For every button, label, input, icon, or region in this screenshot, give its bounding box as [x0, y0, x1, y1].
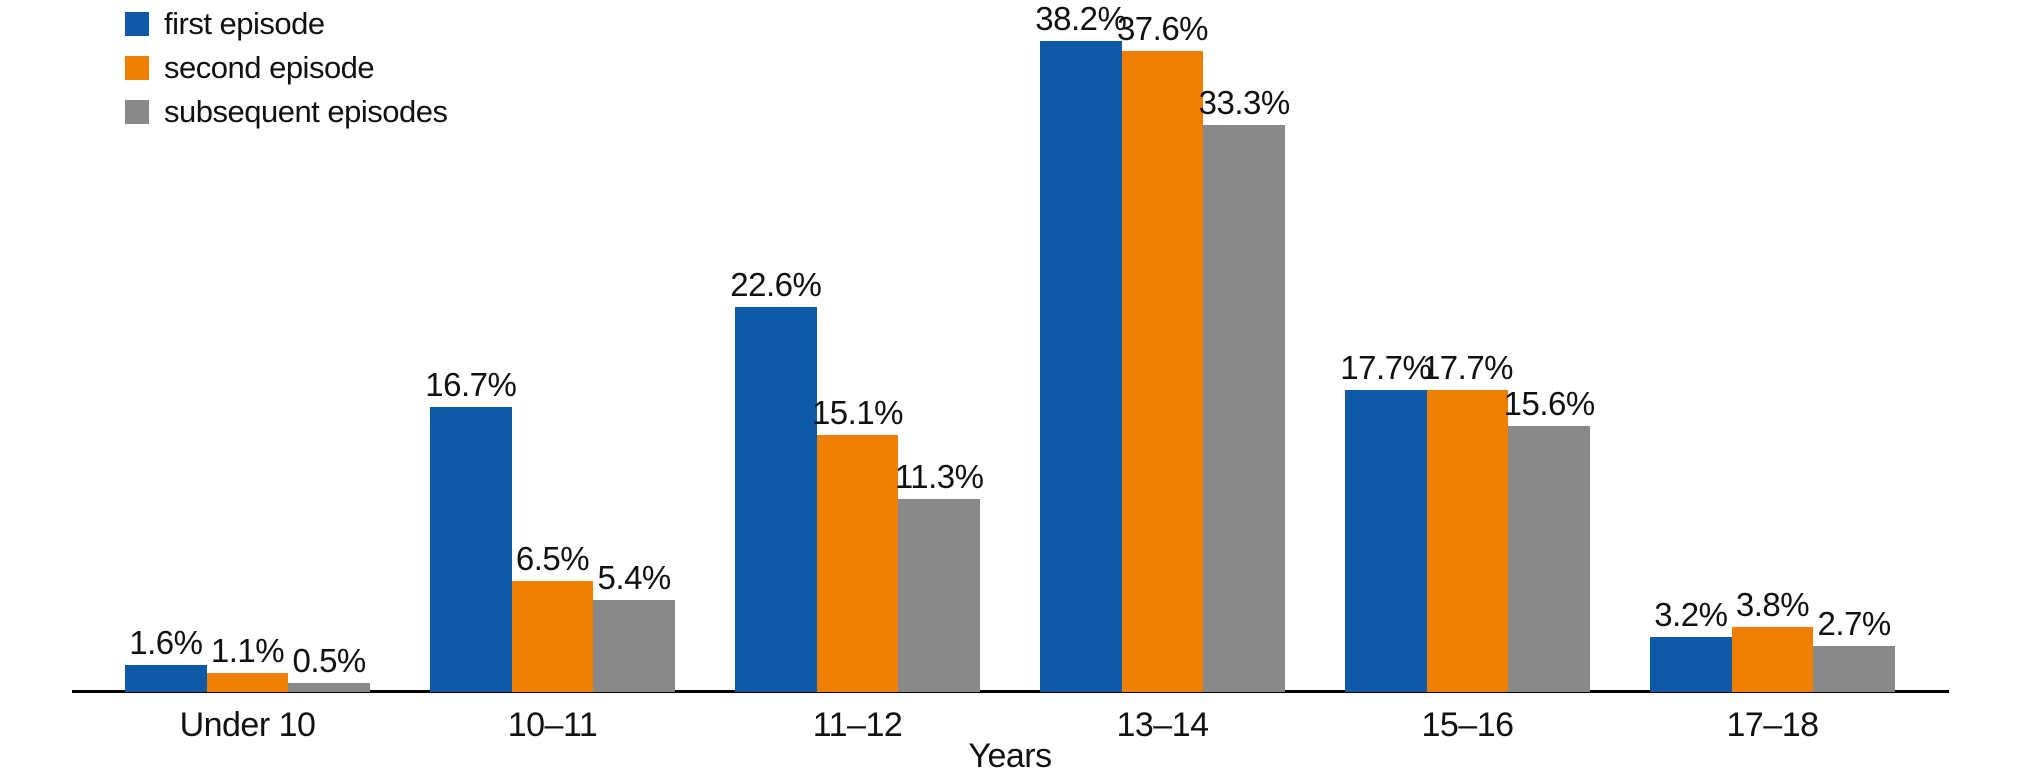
bar-second-episode-13-14 [1121, 51, 1204, 692]
bar-value-label: 38.2% [1035, 0, 1127, 38]
legend-swatch-subsequent-episodes [125, 100, 149, 124]
bar-second-episode-10-11 [511, 581, 594, 692]
bar-column-second-episode-under-10: 1.1% [206, 632, 289, 692]
bar-value-label: 17.7% [1340, 349, 1432, 387]
bar-column-subsequent-episodes-10-11: 5.4% [593, 558, 675, 692]
legend-swatch-first-episode [125, 12, 149, 36]
bar-first-episode-10-11 [430, 407, 512, 692]
legend-label: second episode [164, 50, 375, 85]
bar-value-label: 15.1% [811, 393, 904, 431]
bar-value-label: 0.5% [292, 642, 367, 680]
x-axis-category-label: 17–18 [1726, 706, 1819, 744]
bar-subsequent-episodes-13-14 [1203, 124, 1285, 692]
x-axis-category-label: 10–11 [507, 706, 598, 744]
bar-column-second-episode-11-12: 15.1% [812, 394, 904, 692]
bar-column-subsequent-episodes-13-14: 33.3% [1199, 84, 1290, 692]
x-axis-category-label: 11–12 [812, 706, 903, 744]
bar-column-first-episode-10-11: 16.7% [425, 367, 517, 692]
bar-subsequent-episodes-15-16 [1508, 426, 1590, 692]
bar-value-label: 2.7% [1817, 605, 1892, 642]
bar-column-second-episode-17-18: 3.8% [1731, 586, 1814, 692]
bar-column-first-episode-11-12: 22.6% [730, 266, 822, 692]
legend-label: subsequent episodes [164, 94, 448, 129]
x-axis-category-label: Under 10 [179, 706, 316, 744]
bar-column-first-episode-17-18: 3.2% [1650, 597, 1732, 692]
bar-value-label: 5.4% [597, 558, 672, 596]
bar-value-label: 16.7% [425, 366, 517, 404]
bar-column-subsequent-episodes-11-12: 11.3% [895, 459, 984, 692]
bar-first-episode-13-14 [1040, 41, 1122, 692]
bar-value-label: 3.2% [1654, 596, 1728, 634]
bar-second-episode-15-16 [1426, 390, 1509, 692]
bar-first-episode-17-18 [1650, 637, 1732, 692]
bar-column-second-episode-10-11: 6.5% [511, 540, 594, 692]
bar-column-subsequent-episodes-17-18: 2.7% [1813, 606, 1895, 692]
bar-column-subsequent-episodes-15-16: 15.6% [1504, 386, 1595, 692]
legend-item-first-episode: first episode [125, 6, 448, 42]
bar-value-label: 1.6% [129, 623, 203, 661]
bar-column-subsequent-episodes-under-10: 0.5% [288, 643, 370, 692]
x-axis-line [72, 690, 1949, 693]
bar-value-label: 17.7% [1421, 349, 1514, 387]
bar-value-label: 3.8% [1735, 586, 1810, 624]
bar-subsequent-episodes-17-18 [1813, 646, 1895, 692]
bar-first-episode-11-12 [735, 306, 817, 692]
legend-swatch-second-episode [125, 56, 149, 80]
bar-value-label: 22.6% [730, 265, 822, 303]
bar-subsequent-episodes-10-11 [593, 599, 675, 692]
bar-first-episode-under-10 [125, 664, 207, 692]
chart-legend: first episode second episode subsequent … [125, 6, 448, 138]
legend-item-subsequent-episodes: subsequent episodes [125, 94, 448, 130]
bar-second-episode-17-18 [1731, 627, 1814, 692]
bar-second-episode-11-12 [816, 434, 899, 692]
bar-subsequent-episodes-under-10 [288, 683, 370, 692]
bar-column-first-episode-13-14: 38.2% [1035, 1, 1127, 692]
bar-second-episode-under-10 [206, 673, 289, 692]
bar-value-label: 33.3% [1198, 83, 1291, 121]
x-axis-title: Years [968, 737, 1052, 773]
legend-item-second-episode: second episode [125, 50, 448, 86]
bar-column-second-episode-13-14: 37.6% [1117, 11, 1209, 692]
bar-value-label: 37.6% [1116, 10, 1209, 48]
bar-value-label: 15.6% [1503, 385, 1596, 423]
bar-value-label: 6.5% [515, 540, 590, 578]
bar-value-label: 11.3% [894, 458, 984, 496]
bar-first-episode-15-16 [1345, 390, 1427, 692]
bar-column-first-episode-under-10: 1.6% [125, 623, 207, 692]
bar-column-first-episode-15-16: 17.7% [1340, 350, 1432, 692]
x-axis-category-label: 13–14 [1116, 706, 1209, 744]
legend-label: first episode [164, 6, 325, 41]
x-axis-category-label: 15–16 [1421, 706, 1514, 744]
bar-subsequent-episodes-11-12 [898, 499, 980, 692]
bar-column-second-episode-15-16: 17.7% [1422, 350, 1514, 692]
bar-value-label: 1.1% [210, 632, 285, 670]
